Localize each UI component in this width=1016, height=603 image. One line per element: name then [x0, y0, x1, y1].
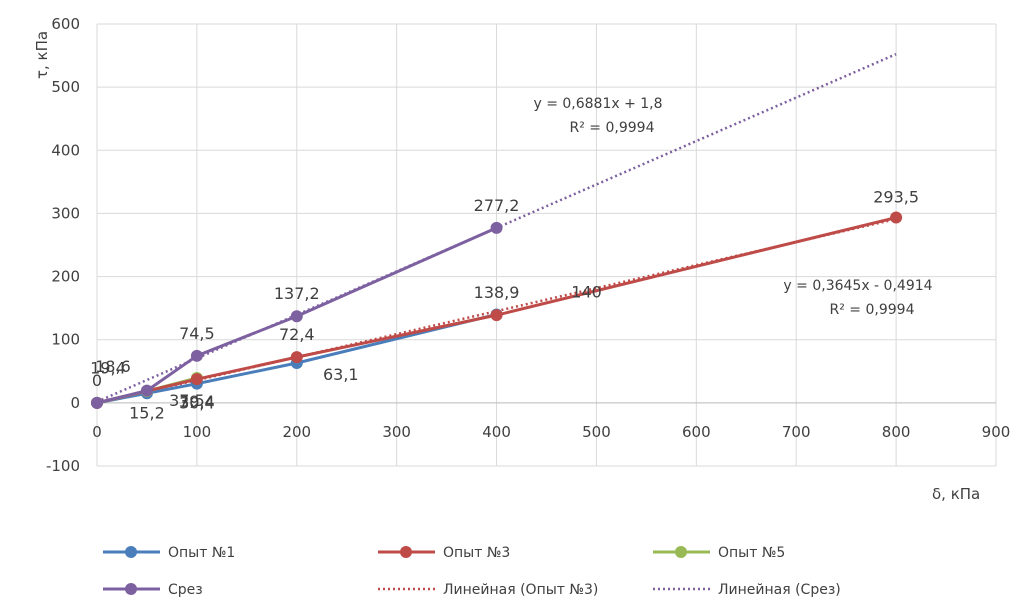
data-point [140, 384, 153, 397]
trendline-r2: R² = 0,9994 [570, 120, 655, 136]
x-tick-label: 800 [882, 423, 911, 441]
data-label: 30,4 [179, 394, 215, 413]
y-tick-label: 400 [51, 141, 80, 159]
data-label: 137,2 [274, 284, 320, 303]
legend-marker [125, 583, 137, 595]
data-label: 37,5 [169, 391, 205, 410]
data-point [190, 349, 203, 362]
legend-label: Опыт №3 [443, 545, 510, 561]
legend-marker [400, 546, 412, 558]
y-tick-label: 600 [51, 15, 80, 33]
x-tick-label: 100 [183, 423, 212, 441]
x-tick-label: 900 [982, 423, 1011, 441]
data-label: 277,2 [474, 196, 520, 215]
data-point [490, 221, 503, 234]
series-lines [91, 211, 903, 409]
y-tick-label: 200 [51, 268, 80, 286]
legend-marker [125, 546, 137, 558]
y-tick-label: 300 [51, 204, 80, 222]
y-tick-label: 0 [70, 394, 80, 412]
data-label: 63,1 [323, 365, 359, 384]
legend-label: Линейная (Срез) [718, 582, 841, 598]
x-tick-label: 700 [782, 423, 811, 441]
legend-label: Опыт №1 [168, 545, 235, 561]
data-label: 293,5 [873, 188, 919, 207]
legend-label: Опыт №5 [718, 545, 785, 561]
x-tick-label: 500 [582, 423, 611, 441]
data-label: 19,4 [90, 359, 126, 378]
data-label: 140 [571, 282, 602, 301]
data-point [290, 310, 303, 323]
data-label: 138,9 [474, 283, 520, 302]
x-tick-label: 300 [382, 423, 411, 441]
data-label: 0 [92, 371, 102, 390]
data-labels: 15,2 30,4 63,1 140 37,5 72,4 138,9 293,5 018,6 39… [90, 188, 919, 423]
trendline-equation: y = 0,6881x + 1,8 [533, 96, 662, 112]
tick-labels: -100 0 100 200 300 400 500 600 0 100 200 300 400 500 6… [46, 15, 1010, 475]
data-label: 18,6 [95, 357, 131, 376]
x-tick-label: 400 [482, 423, 511, 441]
data-label: 39,4 [179, 392, 215, 411]
data-point [290, 351, 303, 364]
data-label: 15,2 [129, 403, 165, 422]
trendline-equations: y = 0,3645x - 0,4914 R² = 0,9994 y = 0,688… [533, 96, 932, 318]
x-tick-label: 200 [282, 423, 311, 441]
data-point [490, 309, 503, 322]
data-label: 74,5 [179, 324, 215, 343]
y-tick-label: 100 [51, 331, 80, 349]
trendline-equation: y = 0,3645x - 0,4914 [783, 278, 932, 294]
trendline-r2: R² = 0,9994 [830, 302, 915, 318]
x-axis-title: δ, кПа [932, 485, 980, 503]
gridlines [96, 23, 997, 467]
y-tick-label: 500 [51, 78, 80, 96]
legend: Опыт №1 Опыт №3 Опыт №5 Срез Линейная (Опыт … [103, 545, 841, 598]
y-tick-label: -100 [46, 457, 80, 475]
legend-marker [675, 546, 687, 558]
data-point [91, 396, 103, 409]
legend-label: Линейная (Опыт №3) [443, 582, 598, 598]
y-axis-title: τ, кПа [33, 31, 51, 79]
x-tick-label: 0 [92, 423, 102, 441]
data-point [890, 211, 903, 224]
legend-label: Срез [168, 582, 203, 598]
x-tick-label: 600 [682, 423, 711, 441]
data-label: 72,4 [279, 325, 315, 344]
data-point [190, 373, 203, 386]
